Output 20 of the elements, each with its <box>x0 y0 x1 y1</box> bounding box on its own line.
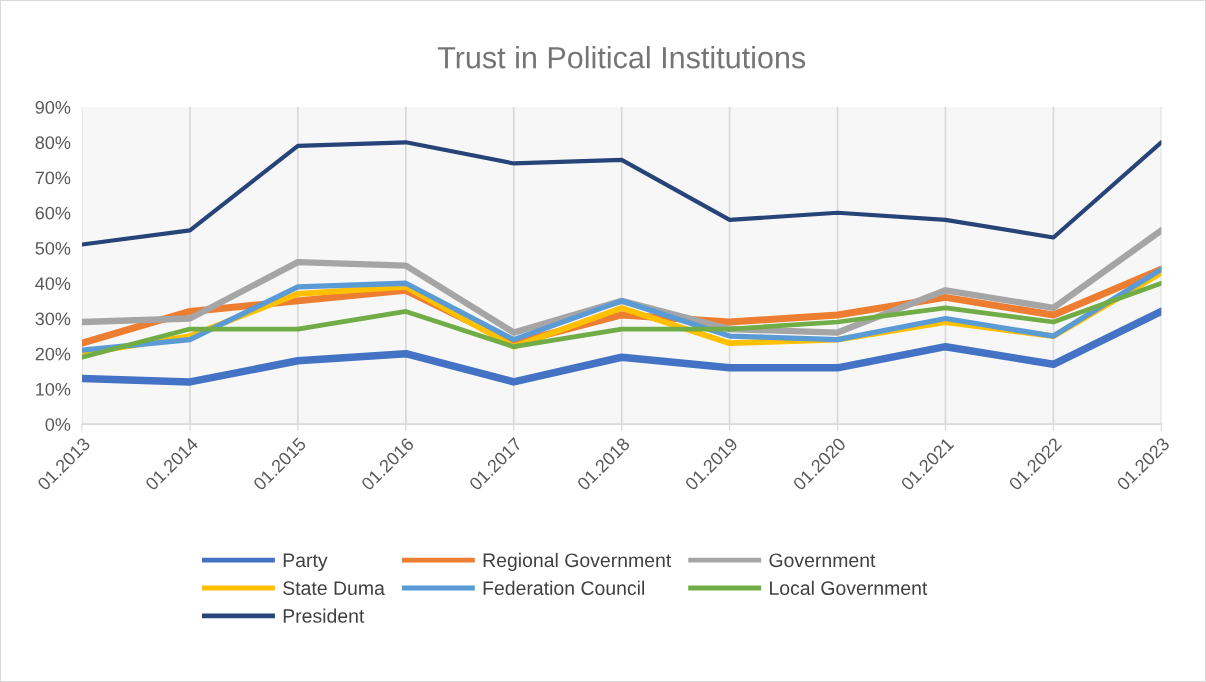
legend-label: Local Government <box>770 580 928 595</box>
legend-label: Regional Government <box>483 552 672 571</box>
legend-label: State Duma <box>283 581 385 595</box>
legend-label: Party <box>283 553 328 571</box>
legend-label: Federation Council <box>483 580 644 595</box>
y-tick-label: 20% <box>35 347 71 361</box>
line-series <box>82 140 1162 247</box>
y-tick-label: 50% <box>35 241 71 255</box>
y-tick-label: 70% <box>35 171 71 185</box>
y-tick-label: 0% <box>45 418 71 431</box>
y-tick-label: 30% <box>35 312 71 326</box>
y-tick-label: 80% <box>35 136 71 150</box>
chart-title: Trust in Political Institutions <box>437 46 806 69</box>
y-tick-label: 10% <box>36 382 71 396</box>
line-series <box>82 280 1162 360</box>
legend-label: President <box>283 608 365 623</box>
legend-label: Government <box>769 553 876 568</box>
y-tick-label: 60% <box>35 206 71 220</box>
y-tick-label: 90% <box>35 101 71 114</box>
y-tick-label: 40% <box>35 277 71 290</box>
